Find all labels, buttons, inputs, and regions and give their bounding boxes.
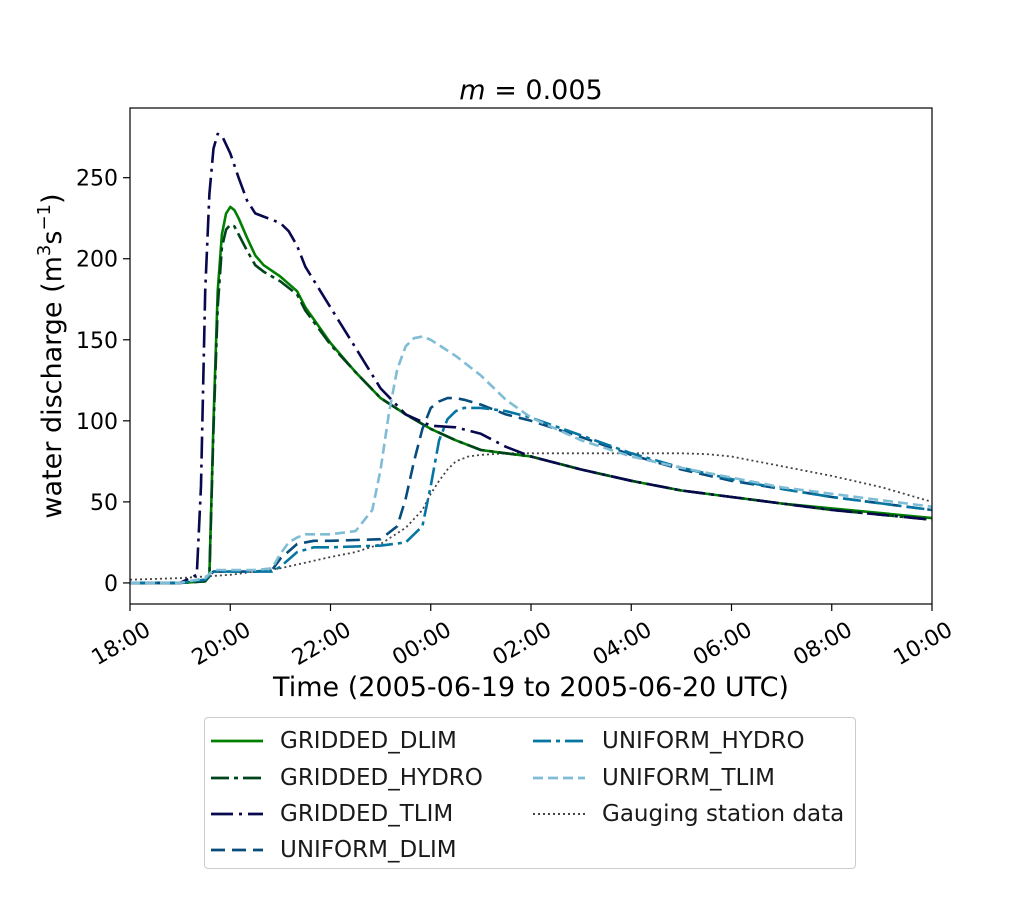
y-axis-label-sup1: 3 [34,245,55,256]
y-axis-label-mid: s [37,231,68,245]
y-tick-label: 50 [90,491,118,516]
y-tick-label: 200 [76,248,118,273]
series-line-gridded-dlim [130,205,933,585]
x-tick-label: 08:00 [789,618,856,671]
legend-item-uniform-dlim: UNIFORM_DLIM [211,835,457,865]
legend-swatch [211,812,263,816]
series-line-gauging-station-data [129,452,933,581]
chart-title-rest: = 0.005 [486,75,603,106]
series-line-uniform-hydro [130,406,933,585]
legend-swatch [533,739,585,743]
x-tick-label: 10:00 [890,618,957,671]
y-axis-ticks: 0 50 100 150 200 250 [76,167,130,597]
legend-item-gridded-hydro: GRIDDED_HYDRO [211,763,483,793]
x-tick-label: 04:00 [589,618,656,671]
x-axis-label: Time (2005-06-19 to 2005-06-20 UTC) [272,672,789,703]
x-tick-label: 02:00 [489,618,556,671]
chart-title-var: m [459,75,485,106]
series-line-gridded-tlim [130,132,933,585]
legend-label: Gauging station data [602,801,845,827]
legend-label: UNIFORM_HYDRO [602,728,805,754]
legend-swatch [211,776,263,780]
x-axis-ticks: 18:00 20:00 22:00 00:00 02:00 04:00 06:00 08:00… [88,604,957,671]
chart-title: m = 0.005 [459,75,602,106]
legend-swatch [211,739,263,743]
y-axis-label-post: ) [37,193,68,204]
legend-label: GRIDDED_HYDRO [280,765,483,791]
x-tick-label: 00:00 [388,618,455,671]
x-tick-label: 22:00 [288,618,355,671]
legend-swatch [533,813,585,815]
y-tick-label: 150 [76,329,118,354]
x-tick-label: 18:00 [88,618,155,671]
series-line-gridded-hydro [130,223,933,585]
legend-label: GRIDDED_TLIM [280,801,454,827]
plot-area [129,132,933,585]
legend-label: UNIFORM_TLIM [602,765,775,791]
x-tick-label: 06:00 [689,618,756,671]
legend-item-gridded-dlim: GRIDDED_DLIM [211,726,457,756]
y-tick-label: 100 [76,410,118,435]
legend-label: UNIFORM_DLIM [280,837,457,863]
legend: GRIDDED_DLIM GRIDDED_HYDRO GRIDDED_TLIM UNI… [204,717,856,869]
legend-item-uniform-hydro: UNIFORM_HYDRO [533,726,805,756]
plot-frame [129,107,933,605]
y-axis-label-sup2: −1 [34,204,55,231]
legend-item-gauging-station-data: Gauging station data [533,799,844,829]
legend-item-uniform-tlim: UNIFORM_TLIM [533,763,775,793]
x-tick-label: 20:00 [188,618,255,671]
y-tick-label: 0 [104,572,118,597]
legend-item-gridded-tlim: GRIDDED_TLIM [211,799,453,829]
series-line-uniform-tlim [130,335,933,585]
legend-swatch [211,848,263,852]
legend-label: GRIDDED_DLIM [280,728,457,754]
y-axis-label: water discharge (m3s−1) [34,193,68,518]
y-tick-label: 250 [76,167,118,192]
legend-swatch [533,776,585,780]
